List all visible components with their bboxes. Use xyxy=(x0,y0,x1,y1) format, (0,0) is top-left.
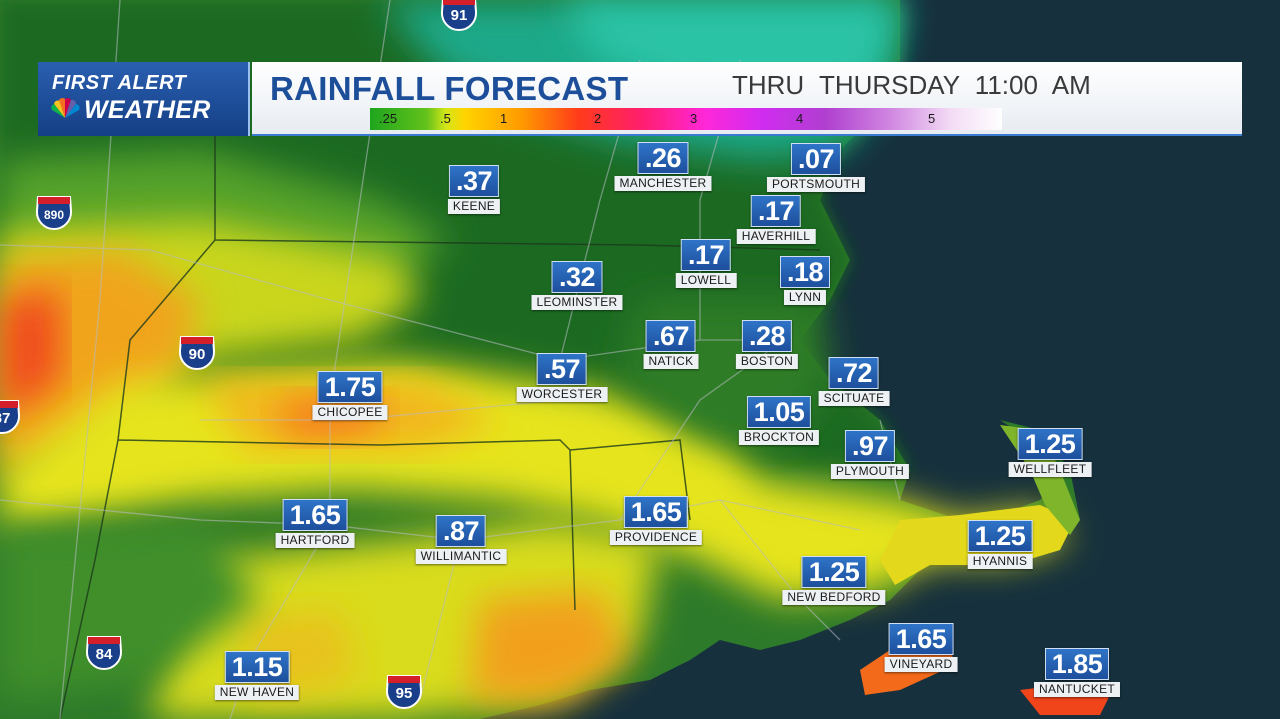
interstate-890-icon: 890 xyxy=(35,196,73,231)
rainfall-value: 1.25 xyxy=(801,556,867,588)
city-label: HARTFORD xyxy=(275,533,355,548)
forecast-marker: 1.65 HARTFORD xyxy=(275,499,355,548)
color-scale-bar xyxy=(370,108,1002,130)
forecast-marker: 1.25 NEW BEDFORD xyxy=(782,556,886,605)
rainfall-value: 1.85 xyxy=(1044,648,1110,680)
first-alert-weather-logo: FIRST ALERT WEATHER xyxy=(38,62,250,136)
rainfall-value: .28 xyxy=(741,320,793,352)
city-label: PROVIDENCE xyxy=(609,530,703,545)
rainfall-value: 1.05 xyxy=(746,396,812,428)
rainfall-value: 1.65 xyxy=(623,496,689,528)
forecast-marker: .37 KEENE xyxy=(447,165,501,214)
forecast-marker: .32 LEOMINSTER xyxy=(531,261,623,310)
rainfall-value: .37 xyxy=(448,165,500,197)
scale-tick: .25 xyxy=(379,111,398,126)
scale-tick: 3 xyxy=(690,111,698,126)
rainfall-value: .17 xyxy=(750,195,802,227)
rainfall-value: .97 xyxy=(844,430,896,462)
rainfall-value: .32 xyxy=(551,261,603,293)
highway-number: 90 xyxy=(189,346,206,363)
rainfall-value: 1.65 xyxy=(282,499,348,531)
city-label: PLYMOUTH xyxy=(830,464,910,479)
city-label: NANTUCKET xyxy=(1033,682,1121,697)
city-label: WILLIMANTIC xyxy=(415,549,507,564)
forecast-marker: 1.25 HYANNIS xyxy=(967,520,1033,569)
rainfall-value: 1.25 xyxy=(1017,428,1083,460)
rainfall-value: .72 xyxy=(828,357,880,389)
highway-number: 890 xyxy=(44,208,64,222)
city-label: KEENE xyxy=(447,199,501,214)
logo-line2: WEATHER xyxy=(84,96,211,124)
city-label: LOWELL xyxy=(675,273,737,288)
rainfall-value: .07 xyxy=(790,143,842,175)
city-label: LEOMINSTER xyxy=(531,295,623,310)
scale-tick: .5 xyxy=(440,111,451,126)
city-label: NEW BEDFORD xyxy=(782,590,886,605)
interstate-91-icon: 91 xyxy=(440,0,478,32)
rainfall-value: .26 xyxy=(637,142,689,174)
rainfall-value: 1.65 xyxy=(888,623,954,655)
forecast-marker: .97 PLYMOUTH xyxy=(830,430,910,479)
highway-number: 91 xyxy=(451,7,468,24)
forecast-marker: .17 LOWELL xyxy=(675,239,737,288)
forecast-marker: 1.25 WELLFLEET xyxy=(1008,428,1092,477)
city-label: HYANNIS xyxy=(967,554,1033,569)
rainfall-value: .18 xyxy=(779,256,831,288)
title-bar: RAINFALL FORECAST THRU THURSDAY 11:00 AM… xyxy=(252,62,1242,136)
highway-number: 84 xyxy=(96,646,113,663)
city-label: LYNN xyxy=(783,290,827,305)
rainfall-value: 1.15 xyxy=(224,651,290,683)
interstate-95-icon: 95 xyxy=(385,675,423,710)
page-title: RAINFALL FORECAST xyxy=(270,70,629,107)
forecast-marker: .87 WILLIMANTIC xyxy=(415,515,507,564)
interstate-87-icon: 87 xyxy=(0,400,21,435)
city-label: BOSTON xyxy=(735,354,799,369)
interstate-84-icon: 84 xyxy=(85,636,123,671)
rainfall-value: 1.75 xyxy=(317,371,383,403)
city-label: CHICOPEE xyxy=(312,405,388,420)
forecast-marker: .72 SCITUATE xyxy=(818,357,890,406)
forecast-marker: .17 HAVERHILL xyxy=(736,195,816,244)
logo-line1: FIRST ALERT xyxy=(52,72,187,94)
rainfall-value: .57 xyxy=(536,353,588,385)
interstate-90-icon: 90 xyxy=(178,336,216,371)
rainfall-value: .87 xyxy=(435,515,487,547)
rainfall-value: 1.25 xyxy=(967,520,1033,552)
city-label: WELLFLEET xyxy=(1008,462,1092,477)
forecast-marker: .28 BOSTON xyxy=(735,320,799,369)
rainfall-value: .67 xyxy=(645,320,697,352)
scale-tick: 4 xyxy=(796,111,804,126)
highway-shields: 91 890 90 84 95 87 xyxy=(0,0,478,710)
forecast-marker: .26 MANCHESTER xyxy=(614,142,712,191)
forecast-marker: .07 PORTSMOUTH xyxy=(766,143,866,192)
city-label: VINEYARD xyxy=(884,657,958,672)
city-label: WORCESTER xyxy=(516,387,608,402)
header-banner: FIRST ALERT WEATHER RAINFALL FORECAST TH… xyxy=(38,62,1242,136)
forecast-marker: 1.85 NANTUCKET xyxy=(1033,648,1121,697)
forecast-marker: 1.05 BROCKTON xyxy=(738,396,820,445)
city-label: PORTSMOUTH xyxy=(766,177,866,192)
city-label: MANCHESTER xyxy=(614,176,712,191)
forecast-marker: .18 LYNN xyxy=(779,256,831,305)
forecast-marker: .67 NATICK xyxy=(643,320,699,369)
city-label: BROCKTON xyxy=(738,430,820,445)
highway-number: 95 xyxy=(396,685,413,702)
city-label: NATICK xyxy=(643,354,699,369)
forecast-marker: 1.15 NEW HAVEN xyxy=(214,651,300,700)
city-label: HAVERHILL xyxy=(736,229,816,244)
valid-time: THRU THURSDAY 11:00 AM xyxy=(732,70,1091,100)
peacock-icon xyxy=(51,98,80,118)
rainfall-value: .17 xyxy=(680,239,732,271)
forecast-marker: .57 WORCESTER xyxy=(516,353,608,402)
rainfall-color-scale: .25 .5 1 2 3 4 5 xyxy=(370,108,1002,130)
city-label: NEW HAVEN xyxy=(214,685,300,700)
city-label: SCITUATE xyxy=(818,391,890,406)
highway-number: 87 xyxy=(0,410,10,427)
forecast-marker: 1.65 VINEYARD xyxy=(884,623,958,672)
forecast-marker: 1.75 CHICOPEE xyxy=(312,371,388,420)
scale-tick: 2 xyxy=(594,111,602,126)
forecast-marker: 1.65 PROVIDENCE xyxy=(609,496,703,545)
scale-tick: 5 xyxy=(928,111,936,126)
scale-tick: 1 xyxy=(500,111,508,126)
